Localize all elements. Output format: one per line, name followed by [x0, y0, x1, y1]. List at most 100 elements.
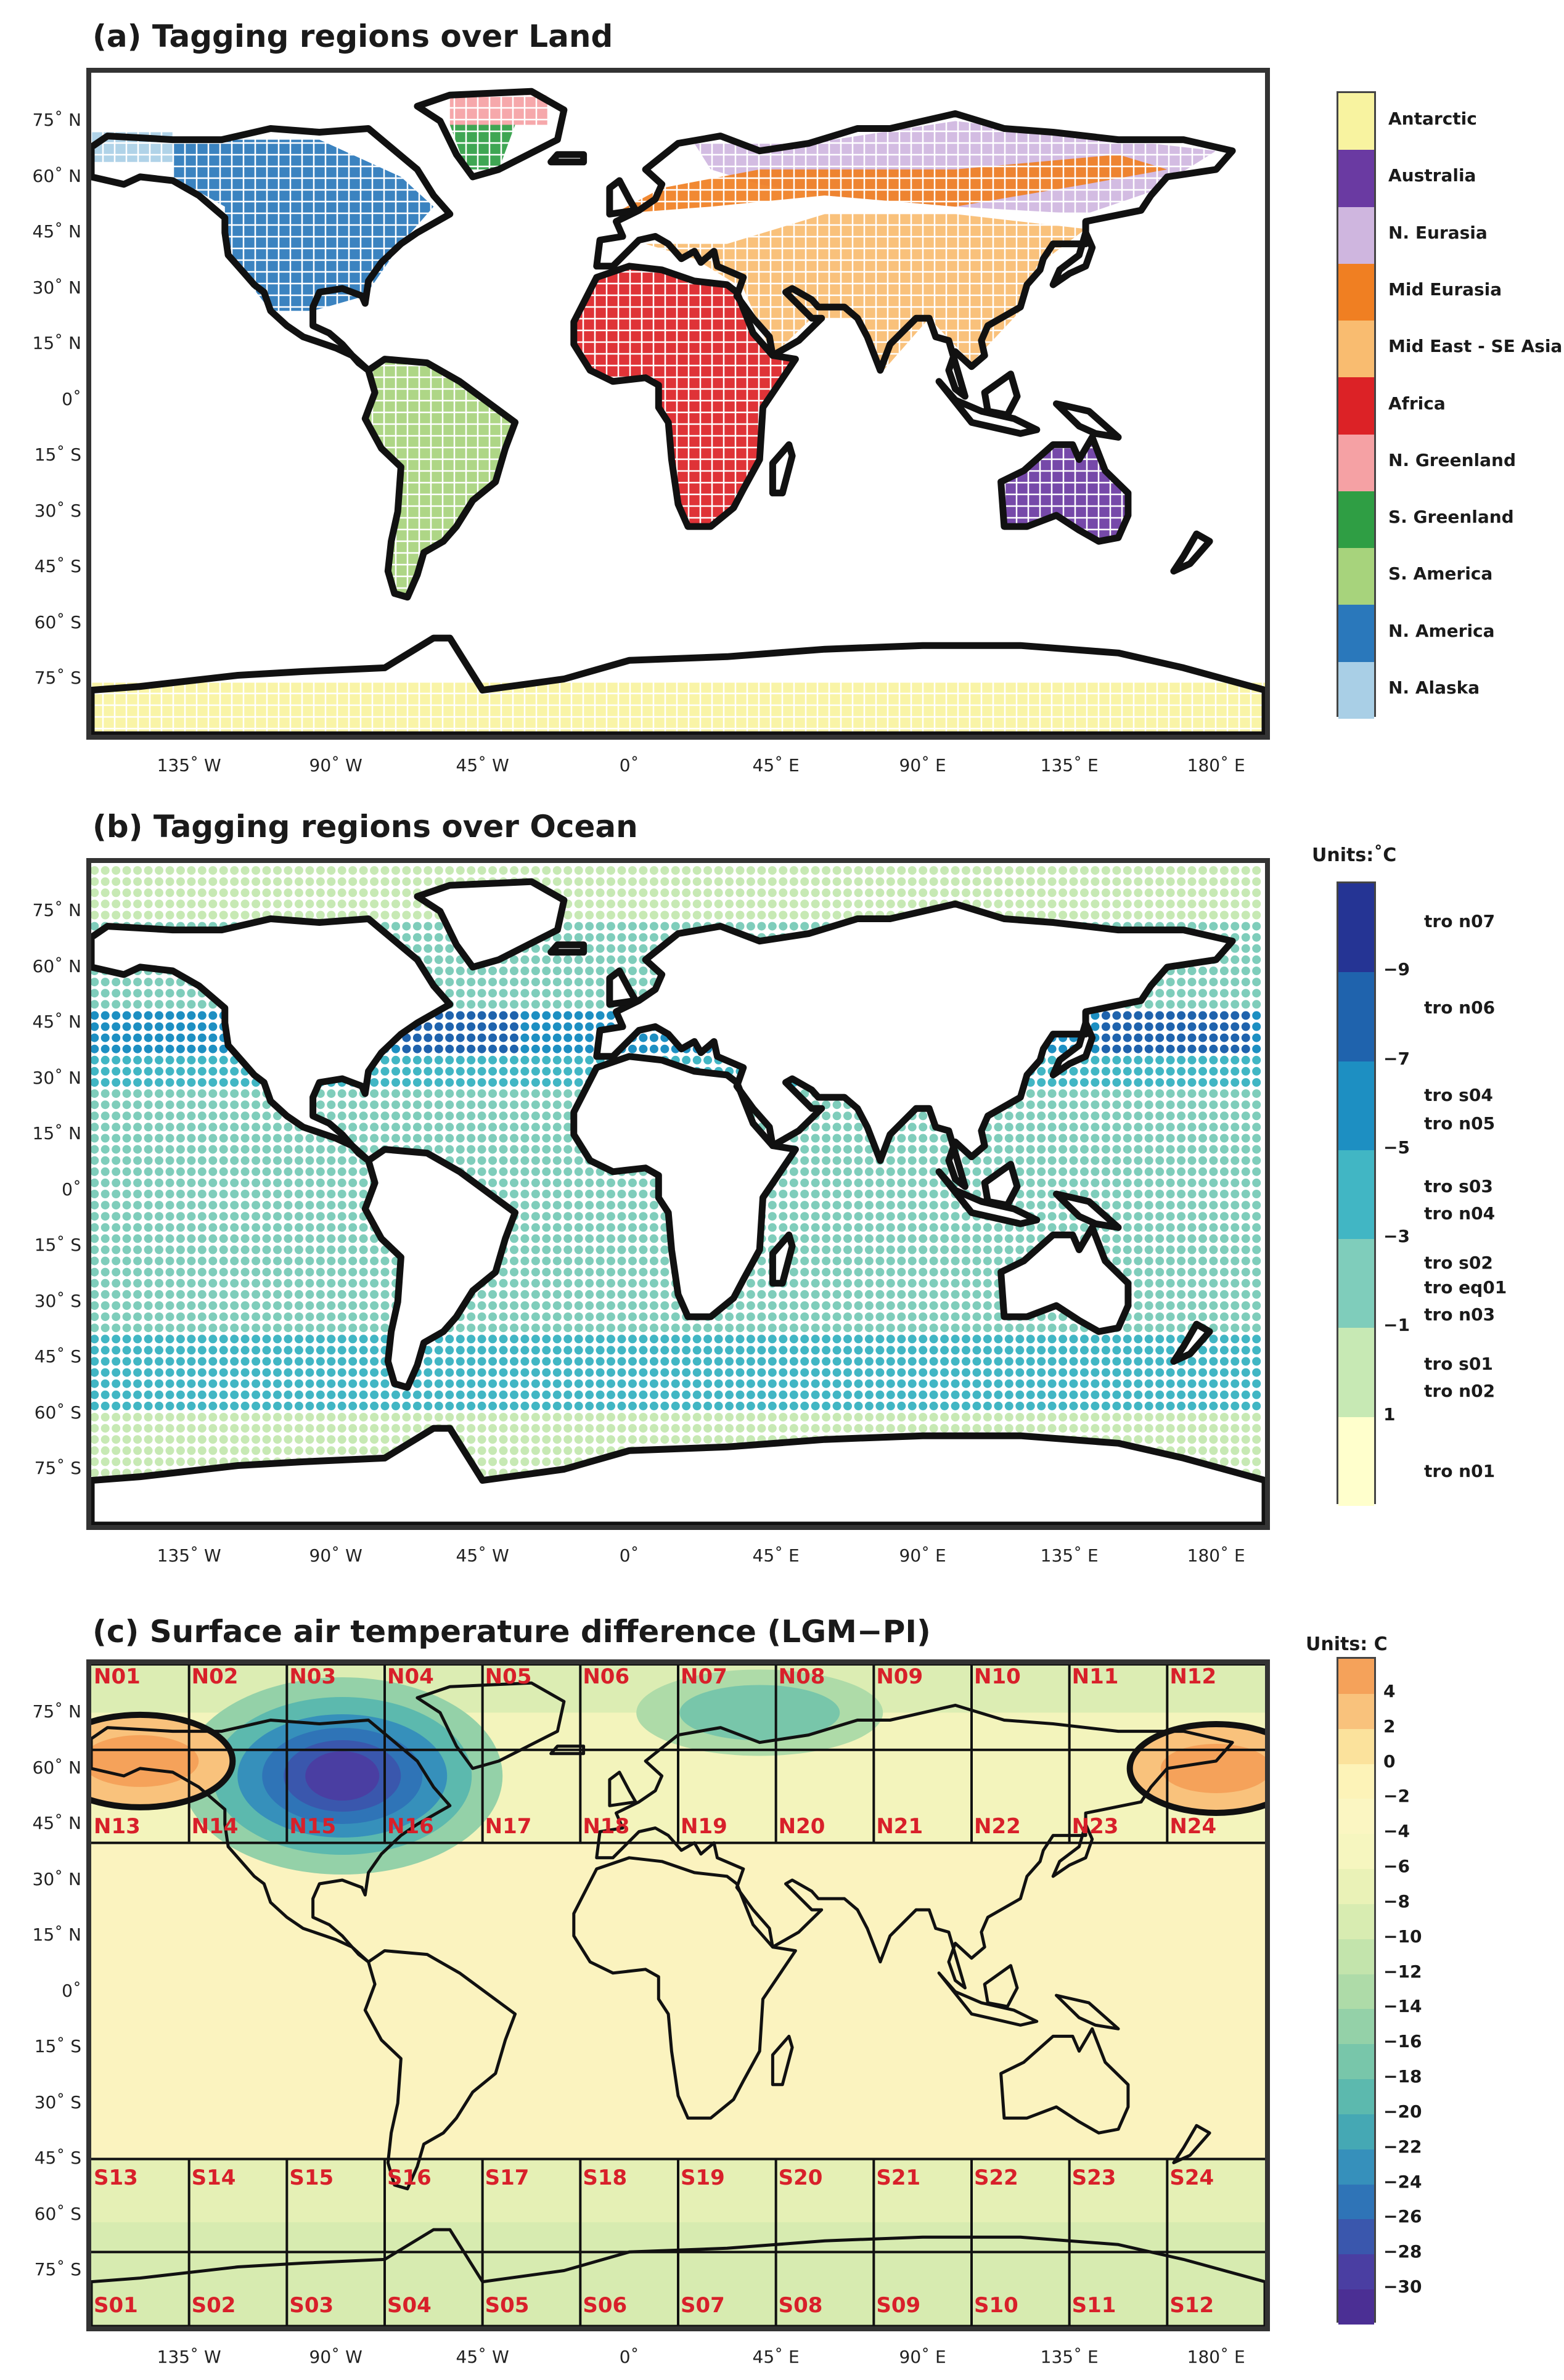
coastline-greenland — [414, 88, 568, 181]
lon-tick-label: 90˚ W — [309, 1545, 362, 1566]
legend-swatch — [1338, 491, 1374, 549]
lat-tick-label: 75˚ S — [34, 2259, 81, 2280]
colorbar-tick: −8 — [1383, 1891, 1410, 1912]
colorbar-tick: −14 — [1383, 1996, 1422, 2017]
coastline-indonesia — [935, 378, 1041, 437]
coastline-borneo — [981, 370, 1021, 419]
ocean-region-label: tro s04 — [1424, 1085, 1493, 1105]
lon-tick-label: 90˚ W — [309, 755, 362, 775]
region-box-label: N22 — [974, 1814, 1021, 1839]
colorbar-band — [1338, 1939, 1374, 1974]
region-box-label: S15 — [289, 2165, 334, 2190]
lon-tick-label: 135˚ E — [1040, 2347, 1099, 2367]
coastline-newGuinea — [1053, 400, 1122, 441]
colorbar-tick: −30 — [1383, 2276, 1422, 2297]
region-box-label: N11 — [1071, 1664, 1119, 1689]
colorbar-tick: −5 — [1383, 1137, 1410, 1158]
lat-tick-label: 15˚ S — [34, 444, 81, 465]
coastline-northAmerica — [91, 1719, 452, 1964]
region-box-label: N09 — [876, 1664, 923, 1689]
colorbar-tick: −18 — [1383, 2066, 1422, 2087]
legend-swatch — [1338, 93, 1374, 150]
coastline-newZealand — [1172, 2124, 1211, 2164]
panel-b-map — [86, 858, 1270, 1530]
legend-swatch — [1338, 434, 1374, 491]
region-box-label: S23 — [1071, 2165, 1116, 2190]
region-box-label: S14 — [191, 2165, 236, 2190]
region-box-label: S17 — [485, 2165, 530, 2190]
ocean-region-label: tro eq01 — [1424, 1277, 1507, 1298]
colorbar-band — [1338, 1974, 1374, 2010]
coastline-indonesia — [937, 1971, 1039, 2027]
lat-tick-label: 60˚ N — [32, 165, 81, 186]
legend-swatch — [1338, 548, 1374, 605]
coastline-iceland — [547, 941, 588, 956]
region-box-label: S12 — [1169, 2293, 1214, 2318]
coastline-madagascar — [769, 441, 796, 497]
panel-b-title: (b) Tagging regions over Ocean — [92, 809, 638, 844]
lon-tick-label: 180˚ E — [1187, 2347, 1245, 2367]
colorbar-tick: 1 — [1383, 1404, 1396, 1425]
region-box-label: N04 — [387, 1664, 434, 1689]
colorbar-band — [1338, 1328, 1374, 1417]
coastline-australia — [999, 2027, 1130, 2135]
colorbar-tick: −2 — [1383, 1786, 1410, 1807]
legend-label: N. Alaska — [1388, 677, 1480, 698]
region-box-label: S05 — [485, 2293, 530, 2318]
lat-tick-label: 45˚ S — [34, 556, 81, 577]
lon-tick-label: 135˚ W — [157, 755, 221, 775]
coastline-japan — [1049, 1019, 1096, 1079]
lon-tick-label: 135˚ W — [157, 2347, 221, 2367]
region-box-label: N21 — [876, 1814, 923, 1839]
ocean-tagging-map — [91, 866, 1265, 1525]
region-box-label: N23 — [1071, 1814, 1119, 1839]
lat-tick-label: 30˚ S — [34, 500, 81, 521]
lat-tick-label: 45˚ S — [34, 1346, 81, 1367]
coastline-iceland — [549, 1744, 586, 1756]
land-region-legend — [1337, 91, 1376, 719]
legend-swatch — [1338, 605, 1374, 662]
lon-tick-label: 135˚ W — [157, 1545, 221, 1566]
coastline-newGuinea — [1055, 1994, 1120, 2030]
lon-tick-label: 45˚ W — [456, 755, 509, 775]
colorbar-band — [1338, 2044, 1374, 2080]
ocean-region-label: tro s01 — [1424, 1354, 1493, 1374]
lat-tick-label: 75˚ N — [32, 900, 81, 921]
colorbar-band — [1338, 1869, 1374, 1904]
legend-swatch — [1338, 661, 1374, 719]
lon-tick-label: 180˚ E — [1187, 1545, 1245, 1566]
colorbar-tick: −22 — [1383, 2136, 1422, 2157]
colorbar-tick: −4 — [1383, 1821, 1410, 1842]
colorbar-tick: −20 — [1383, 2101, 1422, 2122]
legend-swatch — [1338, 263, 1374, 321]
coastline-newGuinea — [1053, 1190, 1122, 1231]
coastline-japan — [1051, 1822, 1094, 1878]
lat-tick-label: 60˚ N — [32, 1757, 81, 1778]
ocean-region-label: tro s02 — [1424, 1253, 1493, 1273]
lat-tick-label: 75˚ S — [34, 668, 81, 689]
coastline-britain — [606, 177, 639, 218]
colorbar-tick: −10 — [1383, 1926, 1422, 1947]
legend-label: Africa — [1388, 393, 1446, 414]
coastline-southAmerica — [361, 356, 519, 601]
region-box-label: N14 — [191, 1814, 239, 1839]
ocean-region-label: tro n01 — [1424, 1461, 1496, 1481]
colorbar-band — [1338, 2289, 1374, 2325]
lat-tick-label: 0˚ — [62, 1980, 81, 2001]
coastline-indonesia — [935, 1168, 1041, 1227]
colorbar-band — [1338, 2149, 1374, 2185]
colorbar-band — [1338, 1904, 1374, 1939]
panel-a-map — [86, 68, 1270, 740]
colorbar-tick: 0 — [1383, 1751, 1396, 1772]
lat-tick-label: 15˚ N — [32, 333, 81, 354]
lat-tick-label: 15˚ N — [32, 1924, 81, 1945]
lon-tick-label: 90˚ W — [309, 2347, 362, 2367]
region-box-label: S19 — [681, 2165, 725, 2190]
ocean-region-label: tro n06 — [1424, 997, 1496, 1018]
region-box-label: N01 — [94, 1664, 141, 1689]
colorbar-band — [1338, 2009, 1374, 2045]
region-box-label: S18 — [583, 2165, 628, 2190]
colorbar-band — [1338, 1693, 1374, 1729]
coastline-eurasia — [595, 1703, 1234, 1990]
lat-tick-label: 15˚ S — [34, 2036, 81, 2057]
